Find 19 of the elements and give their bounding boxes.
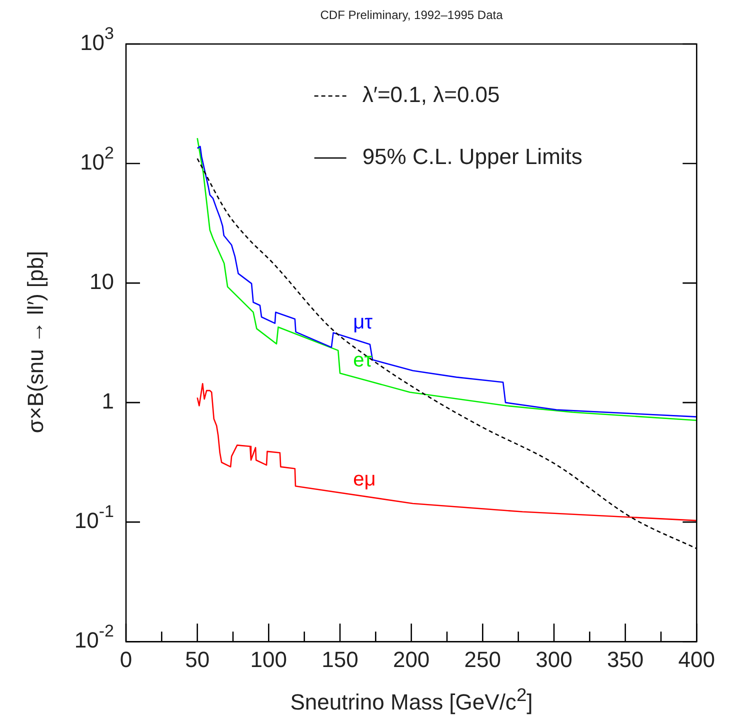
series-label: eμ xyxy=(353,468,376,490)
x-tick-label: 300 xyxy=(536,646,572,672)
x-tick-label: 250 xyxy=(464,646,502,672)
x-tick-label: 150 xyxy=(322,646,358,672)
x-tick-label: 50 xyxy=(185,646,210,672)
legend-label: λ′=0.1, λ=0.05 xyxy=(362,82,500,108)
x-tick-label: 350 xyxy=(606,646,644,672)
series-label: eτ xyxy=(353,350,372,372)
y-tick-label: 1 xyxy=(102,388,114,414)
annotation: 95% C.L. Upper Limits xyxy=(362,144,582,170)
x-tick-label: 200 xyxy=(392,646,430,672)
x-tick-label: 100 xyxy=(250,646,288,672)
x-tick-label: 400 xyxy=(678,646,716,672)
y-tick-label: 10 xyxy=(90,269,114,294)
chart-title: CDF Preliminary, 1992–1995 Data xyxy=(319,8,504,22)
series-label: μτ xyxy=(353,312,373,334)
x-tick-label: 0 xyxy=(120,646,132,672)
x-axis-title: Sneutrino Mass [GeV/c$^{2}$] xyxy=(289,684,534,716)
y-axis-title: σ×B(snu → ll′) [pb] xyxy=(23,250,49,434)
